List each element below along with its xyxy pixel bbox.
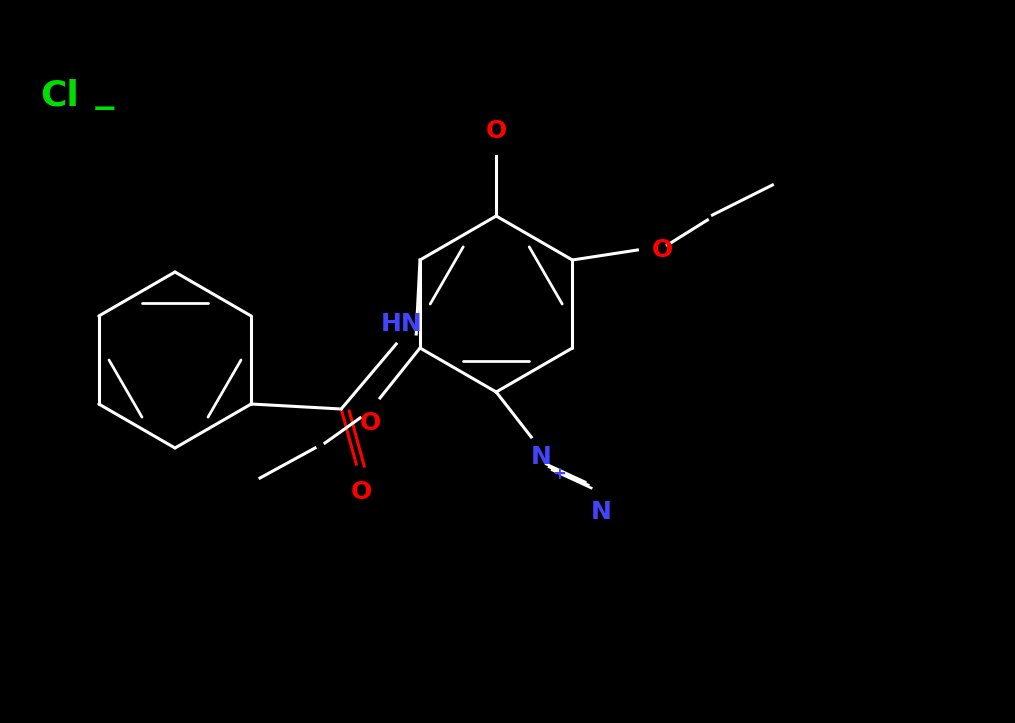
- Text: N: N: [531, 445, 551, 469]
- Text: HN: HN: [381, 312, 422, 336]
- Text: N: N: [591, 500, 612, 524]
- Text: −: −: [92, 95, 118, 124]
- Text: O: O: [485, 119, 506, 143]
- Text: O: O: [652, 238, 673, 262]
- Text: +: +: [552, 465, 566, 483]
- Text: O: O: [350, 480, 371, 504]
- Text: O: O: [359, 411, 381, 435]
- Text: Cl: Cl: [41, 78, 79, 112]
